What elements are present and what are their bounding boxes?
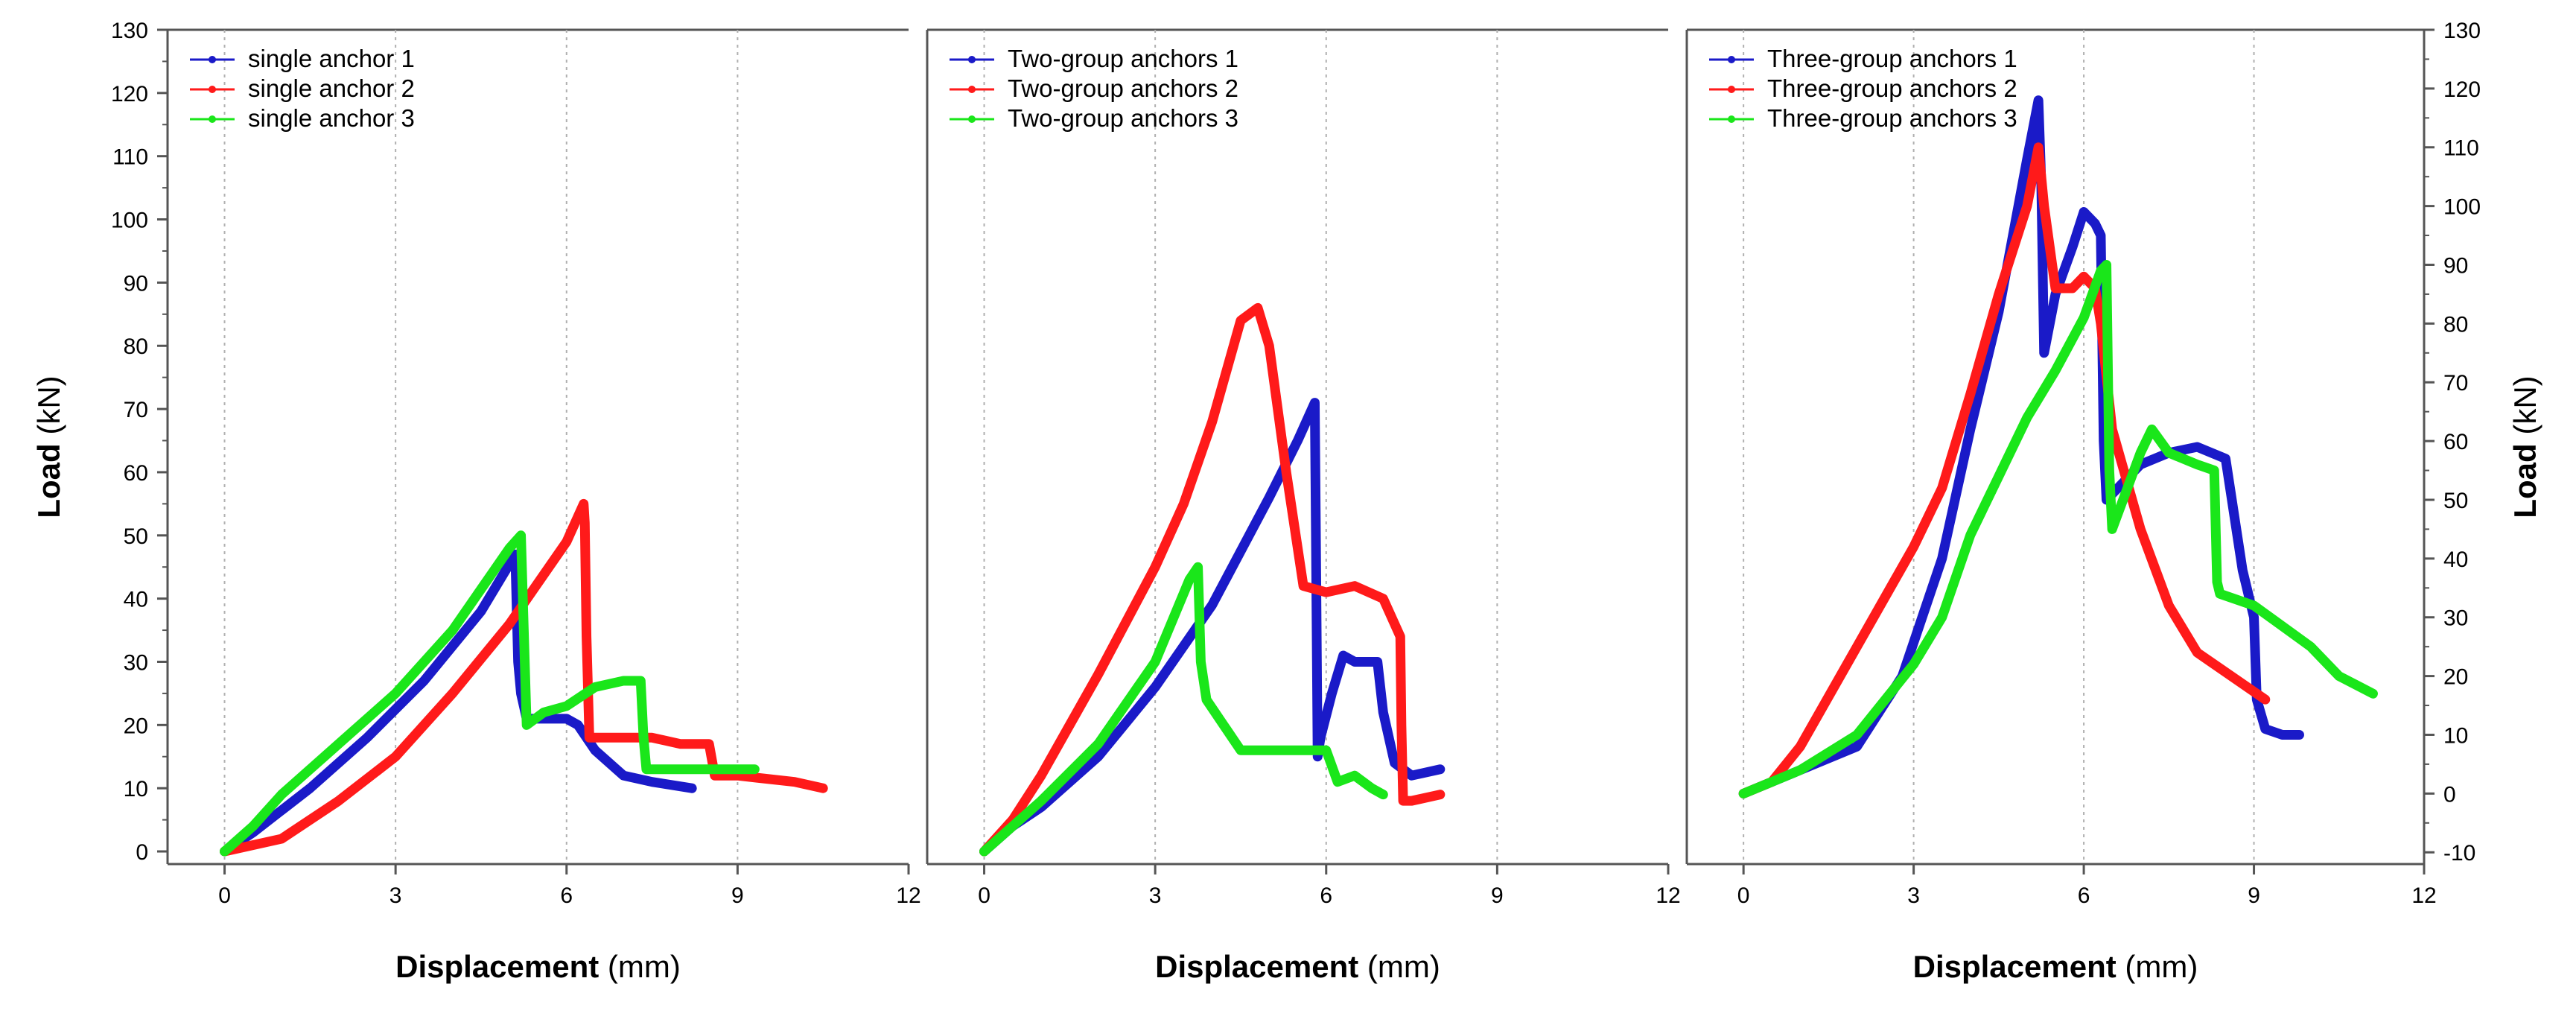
y-tick-label: 130: [2443, 19, 2481, 43]
x-axis-title: Displacement (mm): [395, 949, 681, 984]
legend-entry-1: Three-group anchors 1: [1767, 45, 2017, 72]
legend-entry-1: Two-group anchors 1: [1008, 45, 1238, 72]
y-tick-label: 110: [2443, 136, 2479, 161]
y-tick-label: 60: [124, 461, 148, 486]
y-tick-label: 10: [124, 777, 148, 801]
y-axis-title-left: Load (kN): [31, 375, 66, 518]
y-axis-title-right: Load (kN): [2507, 375, 2542, 518]
x-tick-label: 3: [1907, 883, 1920, 908]
series-line-1: [220, 549, 697, 857]
y-tick-label: 30: [2443, 606, 2468, 631]
x-tick-label: 3: [1149, 883, 1162, 908]
y-tick-label: 80: [124, 334, 148, 359]
x-axis-title-unit: (mm): [2117, 949, 2198, 984]
y-axis-title-unit: (kN): [31, 375, 66, 443]
legend-entry-1: single anchor 1: [248, 45, 415, 72]
y-tick-label: 40: [124, 588, 148, 612]
legend-entry-3: Two-group anchors 3: [1008, 104, 1238, 132]
y-tick-label: 120: [111, 82, 148, 107]
y-tick-label: 20: [2443, 665, 2468, 690]
series-line-2: [979, 302, 1446, 857]
y-axis-title-bold: Load: [2507, 443, 2542, 518]
y-axis-title-bold: Load: [31, 443, 66, 518]
y-tick-label: 70: [2443, 371, 2468, 396]
y-tick-label: 0: [2443, 782, 2456, 807]
series-line-3: [220, 530, 760, 857]
y-tick-label: 110: [112, 145, 148, 170]
x-tick-label: 0: [1737, 883, 1750, 908]
y-tick-label: 0: [136, 840, 148, 865]
x-axis-title: Displacement (mm): [1155, 949, 1440, 984]
x-tick-label: 12: [2411, 883, 2436, 908]
x-tick-label: 3: [389, 883, 402, 908]
x-tick-label: 6: [560, 883, 573, 908]
y-tick-label: 20: [124, 714, 148, 738]
legend-entry-2: Two-group anchors 2: [1008, 74, 1238, 102]
y-tick-label: 10: [2443, 723, 2468, 748]
legend-marker: [1728, 56, 1735, 63]
y-tick-label: 130: [111, 19, 148, 43]
legend-marker: [968, 86, 976, 93]
y-tick-label: 90: [124, 271, 148, 296]
panel-left: 0 3 6 9 120102030405060708090100110120130sin…: [31, 19, 921, 984]
y-tick-label: 50: [124, 524, 148, 549]
legend-marker: [209, 115, 216, 123]
legend-entry-3: Three-group anchors 3: [1767, 104, 2017, 132]
legend-marker: [1728, 115, 1735, 123]
x-axis-title-unit: (mm): [1358, 949, 1440, 984]
x-axis-title-bold: Displacement: [1913, 949, 2117, 984]
x-tick-label: 12: [1656, 883, 1680, 908]
y-tick-label: 100: [111, 209, 148, 233]
y-tick-label: 40: [2443, 547, 2468, 572]
legend-marker: [968, 115, 976, 123]
y-tick-label: 30: [124, 650, 148, 675]
y-tick-label: 70: [124, 398, 148, 422]
x-axis-title-bold: Displacement: [1155, 949, 1358, 984]
legend-entry-3: single anchor 3: [248, 104, 415, 132]
y-tick-label: 90: [2443, 253, 2468, 278]
x-axis-title: Displacement (mm): [1913, 949, 2198, 984]
series-line-3: [1738, 259, 2378, 799]
legend-marker: [209, 56, 216, 63]
x-axis-title-unit: (mm): [599, 949, 681, 984]
x-tick-label: 9: [731, 883, 744, 908]
y-tick-label: 100: [2443, 195, 2481, 220]
y-axis-title-unit: (kN): [2507, 375, 2542, 443]
x-tick-label: 6: [2078, 883, 2090, 908]
y-tick-label: 60: [2443, 430, 2468, 454]
series-line-1: [979, 398, 1446, 857]
series-line-1: [1738, 95, 2304, 799]
x-tick-label: 6: [1320, 883, 1332, 908]
x-tick-label: 0: [978, 883, 990, 908]
x-tick-label: 0: [218, 883, 231, 908]
x-tick-label: 9: [1491, 883, 1504, 908]
x-tick-label: 9: [2248, 883, 2260, 908]
y-tick-label: 80: [2443, 312, 2468, 337]
x-tick-label: 12: [896, 883, 920, 908]
legend-entry-2: Three-group anchors 2: [1767, 74, 2017, 102]
legend-marker: [209, 86, 216, 93]
series-line-3: [979, 562, 1388, 857]
series-line-2: [1738, 142, 2271, 799]
legend-marker: [1728, 86, 1735, 93]
x-axis-title-bold: Displacement: [395, 949, 599, 984]
y-tick-label: -10: [2443, 841, 2475, 866]
series-line-2: [220, 498, 828, 857]
panel-right: 0 3 6 9 12 -10 0 10 20 30 40 50 60 70 80 90 100 110 120 130…: [1685, 19, 2542, 984]
y-tick-label: 120: [2443, 77, 2481, 102]
y-tick-label: 50: [2443, 489, 2468, 513]
legend-marker: [968, 56, 976, 63]
legend-entry-2: single anchor 2: [248, 74, 415, 102]
